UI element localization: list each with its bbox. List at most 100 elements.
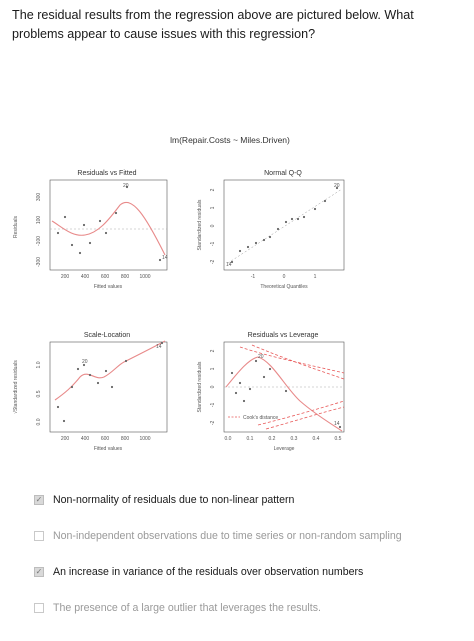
data-point — [70, 243, 74, 247]
data-point — [268, 235, 272, 239]
y-tick: 1 — [210, 367, 216, 370]
cooks-distance-line-lower — [257, 400, 345, 426]
y-tick: 1.0 — [36, 361, 42, 368]
x-tick: 400 — [81, 274, 90, 280]
data-point — [262, 375, 266, 379]
data-point — [246, 245, 250, 249]
point-label: 20 — [123, 183, 129, 189]
panel-residuals-vs-leverage: Residuals vs Leverage 20 14 — [197, 332, 345, 452]
data-point — [63, 215, 67, 219]
option-checkbox[interactable]: ✓ — [34, 495, 44, 505]
option-non-independent[interactable]: Non-independent observations due to time… — [34, 526, 402, 546]
x-tick: -1 — [251, 274, 256, 280]
data-point — [248, 387, 252, 391]
x-tick: 0.0 — [225, 436, 232, 442]
x-axis-label: Leverage — [274, 446, 295, 452]
scale-location-points — [56, 341, 164, 423]
data-point — [96, 381, 100, 385]
data-point — [268, 367, 272, 371]
option-label: Non-independent observations due to time… — [53, 530, 402, 542]
data-point — [82, 363, 86, 367]
plot-frame — [223, 179, 345, 271]
point-label: 14 — [156, 344, 162, 350]
x-tick: 1000 — [139, 436, 150, 442]
point-label: 20 — [258, 354, 264, 360]
x-tick: 400 — [81, 436, 90, 442]
x-tick: 1 — [314, 274, 317, 280]
data-point — [76, 367, 80, 371]
y-axis-label: √Standardized residuals — [12, 360, 19, 414]
y-tick: 300 — [36, 193, 42, 202]
panel-title: Scale-Location — [84, 332, 130, 339]
data-point — [230, 371, 234, 375]
data-point — [88, 241, 92, 245]
data-point — [284, 389, 288, 393]
data-point — [313, 207, 317, 211]
check-mark-icon: ✓ — [35, 495, 43, 504]
cooks-distance-legend: Cook's distance — [243, 415, 278, 421]
y-axis-label: Standardized residuals — [197, 361, 203, 412]
data-point — [290, 217, 294, 221]
data-point — [234, 391, 238, 395]
panel-residuals-vs-fitted: Residuals vs Fitted 20 14 200 400 60 — [13, 170, 168, 290]
option-checkbox[interactable] — [34, 603, 44, 613]
data-point — [254, 241, 258, 245]
data-point — [323, 199, 327, 203]
x-axis-label: Fitted values — [94, 446, 123, 452]
x-axis-label: Fitted values — [94, 284, 123, 290]
option-checkbox[interactable]: ✓ — [34, 567, 44, 577]
check-mark-icon: ✓ — [35, 567, 43, 576]
residual-points — [56, 185, 162, 262]
leverage-points — [230, 359, 342, 429]
data-point — [238, 381, 242, 385]
question-text: The residual results from the regression… — [12, 8, 414, 41]
qq-points — [230, 186, 339, 264]
data-point — [70, 385, 74, 389]
point-label: 14 — [334, 421, 340, 427]
plot-frame — [49, 341, 168, 433]
option-label: The presence of a large outlier that lev… — [53, 602, 321, 614]
data-point — [114, 211, 118, 215]
y-tick: 100 — [36, 216, 42, 225]
smooth-line — [225, 356, 343, 432]
smooth-line — [54, 340, 166, 401]
data-point — [254, 359, 258, 363]
cooks-distance-line-upper — [251, 344, 345, 380]
data-point — [82, 223, 86, 227]
option-increasing-variance[interactable]: ✓ An increase in variance of the residua… — [34, 562, 363, 582]
data-point — [302, 215, 306, 219]
x-tick: 0.3 — [291, 436, 298, 442]
x-tick: 200 — [61, 274, 70, 280]
data-point — [276, 227, 280, 231]
y-tick: 0 — [210, 385, 216, 388]
data-point — [296, 217, 300, 221]
data-point — [104, 231, 108, 235]
data-point — [242, 399, 246, 403]
x-tick: 200 — [61, 436, 70, 442]
option-checkbox[interactable] — [34, 531, 44, 541]
y-tick: 0.5 — [36, 390, 42, 397]
x-axis-label: Theoretical Quantiles — [260, 284, 308, 290]
option-non-normality[interactable]: ✓ Non-normality of residuals due to non-… — [34, 490, 294, 510]
data-point — [158, 258, 162, 262]
x-tick: 0.4 — [313, 436, 320, 442]
option-label: Non-normality of residuals due to non-li… — [53, 494, 295, 506]
point-label: 14 — [162, 255, 168, 261]
data-point — [262, 238, 266, 242]
panel-title: Normal Q-Q — [264, 170, 302, 177]
option-large-outlier[interactable]: The presence of a large outlier that lev… — [34, 598, 321, 618]
y-axis-label: Standardized residuals — [197, 199, 203, 250]
data-point — [125, 185, 129, 189]
data-point — [124, 359, 128, 363]
y-tick: -100 — [36, 236, 42, 246]
cooks-distance-line-lower — [265, 406, 345, 430]
figure-main-title: lm(Repair.Costs ~ Miles.Driven) — [170, 135, 290, 145]
y-tick: -2 — [210, 260, 216, 265]
residual-plots-svg: lm(Repair.Costs ~ Miles.Driven) Residual… — [12, 135, 345, 452]
data-point — [110, 385, 114, 389]
data-point — [98, 219, 102, 223]
data-point — [335, 186, 339, 190]
residual-plots-figure: lm(Repair.Costs ~ Miles.Driven) Residual… — [0, 125, 474, 470]
plot-frame — [49, 179, 168, 271]
data-point — [56, 231, 60, 235]
